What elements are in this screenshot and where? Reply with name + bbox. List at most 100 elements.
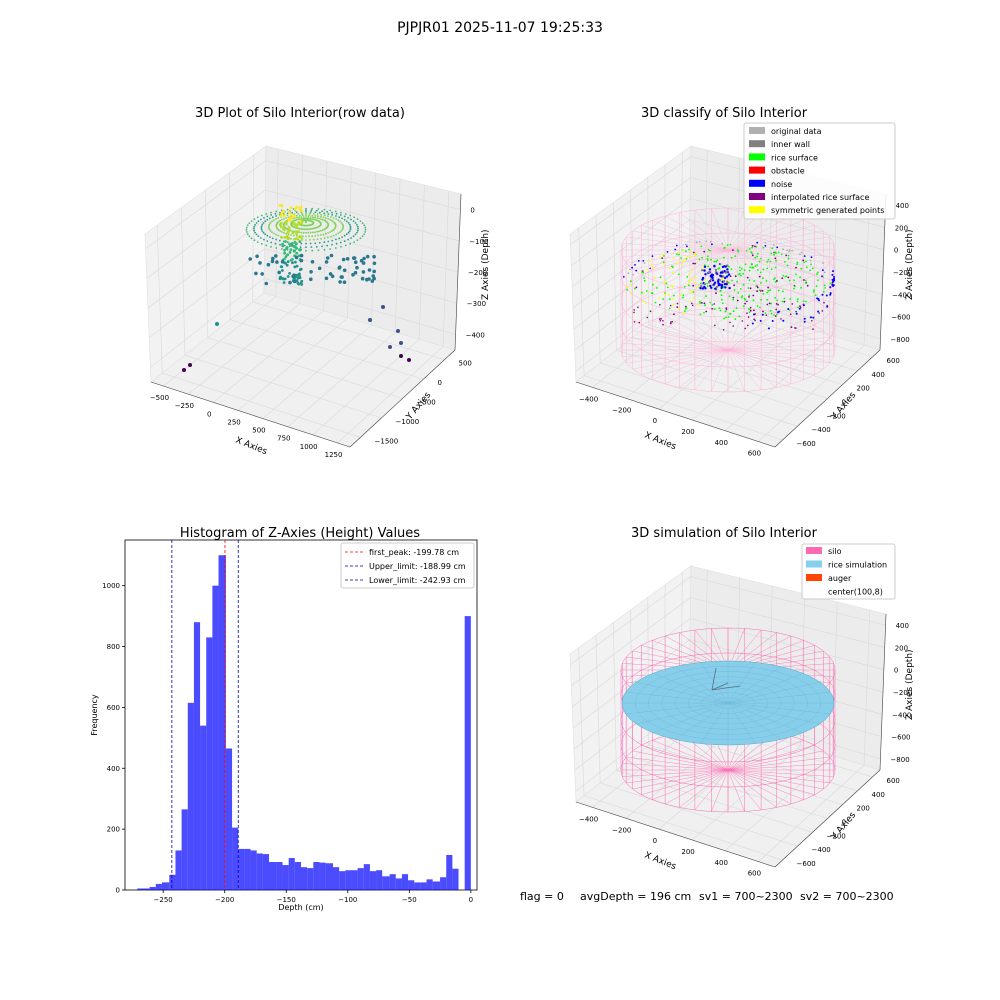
data-point	[299, 258, 304, 263]
data-point	[316, 230, 319, 233]
data-point	[762, 277, 764, 280]
panel-classify-3d: 3D classify of Silo Interior −400 −200 0 20…	[569, 106, 915, 458]
data-point	[263, 238, 265, 241]
data-point	[321, 210, 323, 213]
data-point	[832, 284, 835, 287]
data-point	[396, 329, 400, 333]
data-point	[721, 298, 723, 301]
histogram-bar	[137, 888, 144, 890]
data-point	[703, 282, 706, 286]
grid-line	[690, 576, 886, 626]
z-tick-label: 200	[895, 224, 908, 232]
data-point	[747, 287, 750, 289]
data-point	[316, 238, 319, 241]
silo-spoke	[626, 236, 729, 251]
data-point	[729, 313, 731, 315]
data-point	[747, 324, 749, 327]
data-point	[276, 221, 279, 224]
data-point	[722, 280, 726, 283]
data-point	[292, 214, 296, 218]
panel-simulation-3d: 3D simulation of Silo Interior −400 −200 0…	[569, 526, 915, 878]
histogram-bar	[218, 555, 226, 890]
data-point	[372, 261, 377, 266]
data-point	[278, 239, 281, 242]
data-point	[317, 249, 320, 252]
data-point	[777, 251, 780, 254]
data-point	[288, 216, 292, 220]
data-point	[691, 302, 693, 305]
data-point	[286, 275, 290, 278]
data-point	[309, 277, 313, 282]
data-point	[652, 267, 655, 269]
data-point	[305, 221, 307, 223]
data-point	[711, 243, 713, 246]
histogram-bar	[426, 879, 433, 890]
histogram-bar	[369, 871, 377, 890]
data-point	[725, 316, 727, 319]
silo-spoke	[711, 769, 729, 812]
silo-spoke	[711, 349, 729, 392]
data-point	[670, 322, 672, 325]
histogram-bar	[143, 888, 150, 890]
data-point	[280, 265, 284, 269]
silo-spoke	[727, 320, 804, 351]
data-point	[795, 312, 798, 315]
data-point	[283, 251, 286, 255]
data-point	[773, 244, 775, 247]
data-point	[767, 327, 770, 330]
x-tick-label: −500	[150, 394, 169, 402]
legend-swatch	[749, 206, 765, 214]
data-point	[283, 257, 286, 261]
data-point	[795, 273, 797, 276]
data-point	[782, 248, 784, 251]
data-point	[663, 282, 666, 285]
histogram-bar	[319, 862, 326, 890]
data-point	[802, 259, 805, 262]
data-point	[260, 225, 263, 228]
z-tick-label: 0	[894, 247, 898, 255]
data-point	[749, 306, 752, 309]
data-point	[684, 310, 686, 312]
data-point	[356, 231, 358, 234]
data-point	[329, 231, 331, 233]
data-point	[309, 212, 311, 215]
data-point	[700, 284, 703, 288]
data-point	[353, 270, 358, 275]
y-tick-label: 200	[107, 826, 120, 834]
data-point	[811, 320, 813, 322]
data-point	[260, 218, 262, 221]
data-point	[774, 315, 777, 317]
data-point	[711, 279, 715, 282]
data-point	[253, 225, 256, 228]
data-point	[832, 270, 834, 273]
data-point	[713, 303, 715, 305]
data-point	[787, 276, 790, 279]
data-point	[707, 255, 709, 258]
data-point	[356, 224, 358, 226]
silo-spoke	[727, 349, 777, 388]
data-point	[823, 284, 826, 287]
data-point	[352, 235, 355, 238]
data-point	[293, 249, 296, 253]
data-point	[359, 237, 362, 240]
data-point	[295, 214, 298, 217]
data-point	[332, 234, 335, 237]
data-point	[734, 255, 737, 257]
data-point	[327, 217, 329, 220]
data-point	[793, 279, 795, 282]
rice-mesh	[727, 702, 756, 744]
grid-line	[570, 156, 692, 245]
silo-spoke	[711, 208, 729, 251]
data-point	[314, 214, 317, 217]
grid-line	[145, 160, 266, 250]
silo-spoke	[641, 325, 729, 351]
data-point	[744, 263, 747, 266]
y-tick-labels: 0 200 400 600 800 1000	[102, 582, 125, 895]
data-point	[305, 211, 307, 213]
data-point	[337, 232, 340, 235]
data-point	[282, 281, 286, 284]
data-point	[267, 225, 270, 228]
data-point	[800, 251, 803, 254]
